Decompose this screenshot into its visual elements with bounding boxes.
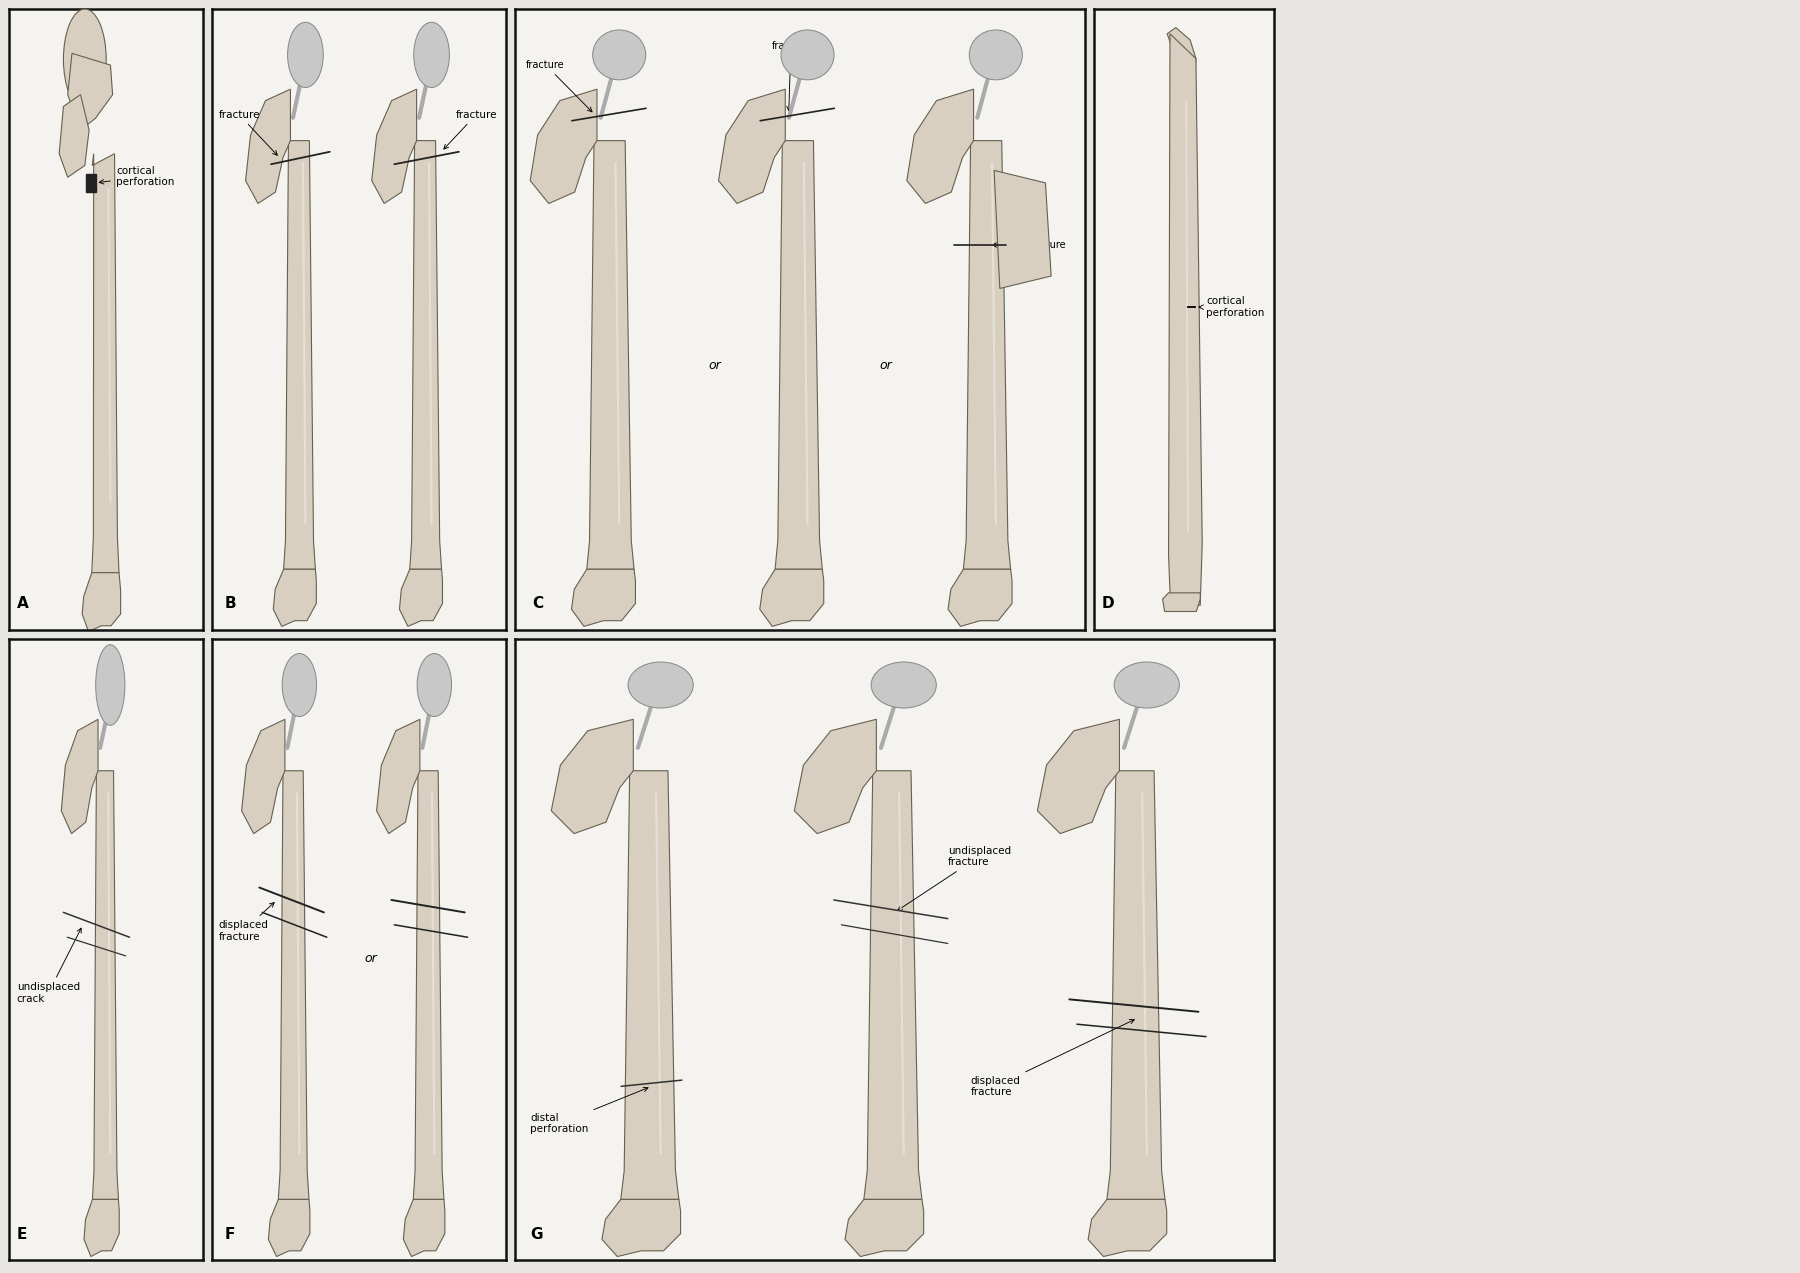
Text: fracture: fracture xyxy=(218,109,277,155)
Polygon shape xyxy=(414,770,445,1199)
Polygon shape xyxy=(1163,593,1201,611)
Polygon shape xyxy=(245,89,290,204)
Text: E: E xyxy=(16,1227,27,1241)
Polygon shape xyxy=(92,770,119,1199)
Text: distal
perforation: distal perforation xyxy=(529,1087,648,1134)
Polygon shape xyxy=(994,171,1051,289)
Text: undisplaced
crack: undisplaced crack xyxy=(16,928,81,1004)
Ellipse shape xyxy=(288,22,324,88)
Ellipse shape xyxy=(628,662,693,708)
Text: or: or xyxy=(707,359,720,372)
Polygon shape xyxy=(403,1199,445,1256)
Polygon shape xyxy=(1168,34,1202,605)
Polygon shape xyxy=(1089,1199,1166,1256)
Text: C: C xyxy=(533,597,544,611)
Text: displaced
fracture: displaced fracture xyxy=(970,1020,1134,1097)
Polygon shape xyxy=(241,719,284,834)
Polygon shape xyxy=(376,719,419,834)
Text: fracture: fracture xyxy=(772,41,810,111)
Ellipse shape xyxy=(95,644,124,726)
Polygon shape xyxy=(410,140,441,569)
Text: fracture: fracture xyxy=(526,60,592,112)
Polygon shape xyxy=(284,140,315,569)
Polygon shape xyxy=(864,770,922,1199)
Text: undisplaced
fracture: undisplaced fracture xyxy=(898,845,1012,910)
Text: G: G xyxy=(529,1227,542,1241)
Polygon shape xyxy=(601,1199,680,1256)
Polygon shape xyxy=(279,770,310,1199)
Text: F: F xyxy=(225,1227,234,1241)
Ellipse shape xyxy=(63,9,106,109)
Ellipse shape xyxy=(871,662,936,708)
Text: B: B xyxy=(225,597,236,611)
Ellipse shape xyxy=(781,31,833,80)
Ellipse shape xyxy=(1114,662,1179,708)
Polygon shape xyxy=(907,89,974,204)
Polygon shape xyxy=(61,719,97,834)
Text: or: or xyxy=(364,952,378,965)
Polygon shape xyxy=(571,569,635,626)
Polygon shape xyxy=(1107,770,1165,1199)
Polygon shape xyxy=(718,89,785,204)
Polygon shape xyxy=(621,770,679,1199)
Polygon shape xyxy=(551,719,634,834)
Ellipse shape xyxy=(418,653,452,717)
Polygon shape xyxy=(531,89,598,204)
Text: A: A xyxy=(16,597,29,611)
Polygon shape xyxy=(794,719,877,834)
Polygon shape xyxy=(373,89,416,204)
Polygon shape xyxy=(68,53,113,130)
Text: or: or xyxy=(880,359,893,372)
Polygon shape xyxy=(268,1199,310,1256)
Polygon shape xyxy=(83,573,121,631)
Text: cortical
perforation: cortical perforation xyxy=(1199,297,1264,318)
Polygon shape xyxy=(92,154,119,573)
Polygon shape xyxy=(963,140,1010,569)
Ellipse shape xyxy=(414,22,450,88)
Polygon shape xyxy=(949,569,1012,626)
Ellipse shape xyxy=(968,31,1022,80)
Ellipse shape xyxy=(592,31,646,80)
Bar xyxy=(86,173,95,192)
Text: cortical
perforation: cortical perforation xyxy=(99,165,175,187)
Polygon shape xyxy=(1166,28,1195,95)
Polygon shape xyxy=(844,1199,923,1256)
Text: fracture: fracture xyxy=(445,109,497,149)
Polygon shape xyxy=(1037,719,1120,834)
Text: D: D xyxy=(1102,597,1114,611)
Polygon shape xyxy=(776,140,823,569)
Polygon shape xyxy=(760,569,824,626)
Text: displaced
fracture: displaced fracture xyxy=(218,903,274,942)
Polygon shape xyxy=(274,569,317,626)
Text: fracture: fracture xyxy=(992,241,1067,250)
Polygon shape xyxy=(587,140,634,569)
Polygon shape xyxy=(59,94,88,177)
Ellipse shape xyxy=(283,653,317,717)
Polygon shape xyxy=(400,569,443,626)
Polygon shape xyxy=(85,1199,119,1256)
